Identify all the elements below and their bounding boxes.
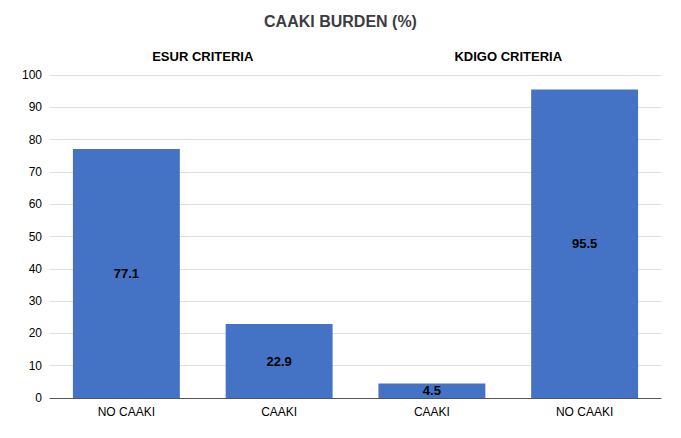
- svg-text:CAAKI: CAAKI: [414, 405, 450, 419]
- svg-text:CAAKI: CAAKI: [261, 405, 297, 419]
- svg-text:20: 20: [29, 326, 43, 340]
- svg-text:77.1: 77.1: [114, 266, 139, 281]
- svg-text:4.5: 4.5: [423, 383, 441, 398]
- svg-text:ESUR CRITERIA: ESUR CRITERIA: [152, 49, 254, 64]
- svg-text:0: 0: [35, 391, 42, 405]
- svg-text:50: 50: [29, 230, 43, 244]
- svg-text:100: 100: [22, 68, 42, 82]
- svg-text:60: 60: [29, 197, 43, 211]
- svg-text:NO CAAKI: NO CAAKI: [98, 405, 155, 419]
- svg-text:NO CAAKI: NO CAAKI: [556, 405, 613, 419]
- svg-text:90: 90: [29, 100, 43, 114]
- svg-text:22.9: 22.9: [266, 354, 291, 369]
- svg-text:KDIGO CRITERIA: KDIGO CRITERIA: [454, 49, 562, 64]
- svg-text:95.5: 95.5: [572, 236, 597, 251]
- svg-text:70: 70: [29, 165, 43, 179]
- svg-text:10: 10: [29, 359, 43, 373]
- svg-text:80: 80: [29, 133, 43, 147]
- svg-text:CAAKI BURDEN (%): CAAKI BURDEN (%): [264, 13, 417, 30]
- svg-text:40: 40: [29, 262, 43, 276]
- svg-text:30: 30: [29, 294, 43, 308]
